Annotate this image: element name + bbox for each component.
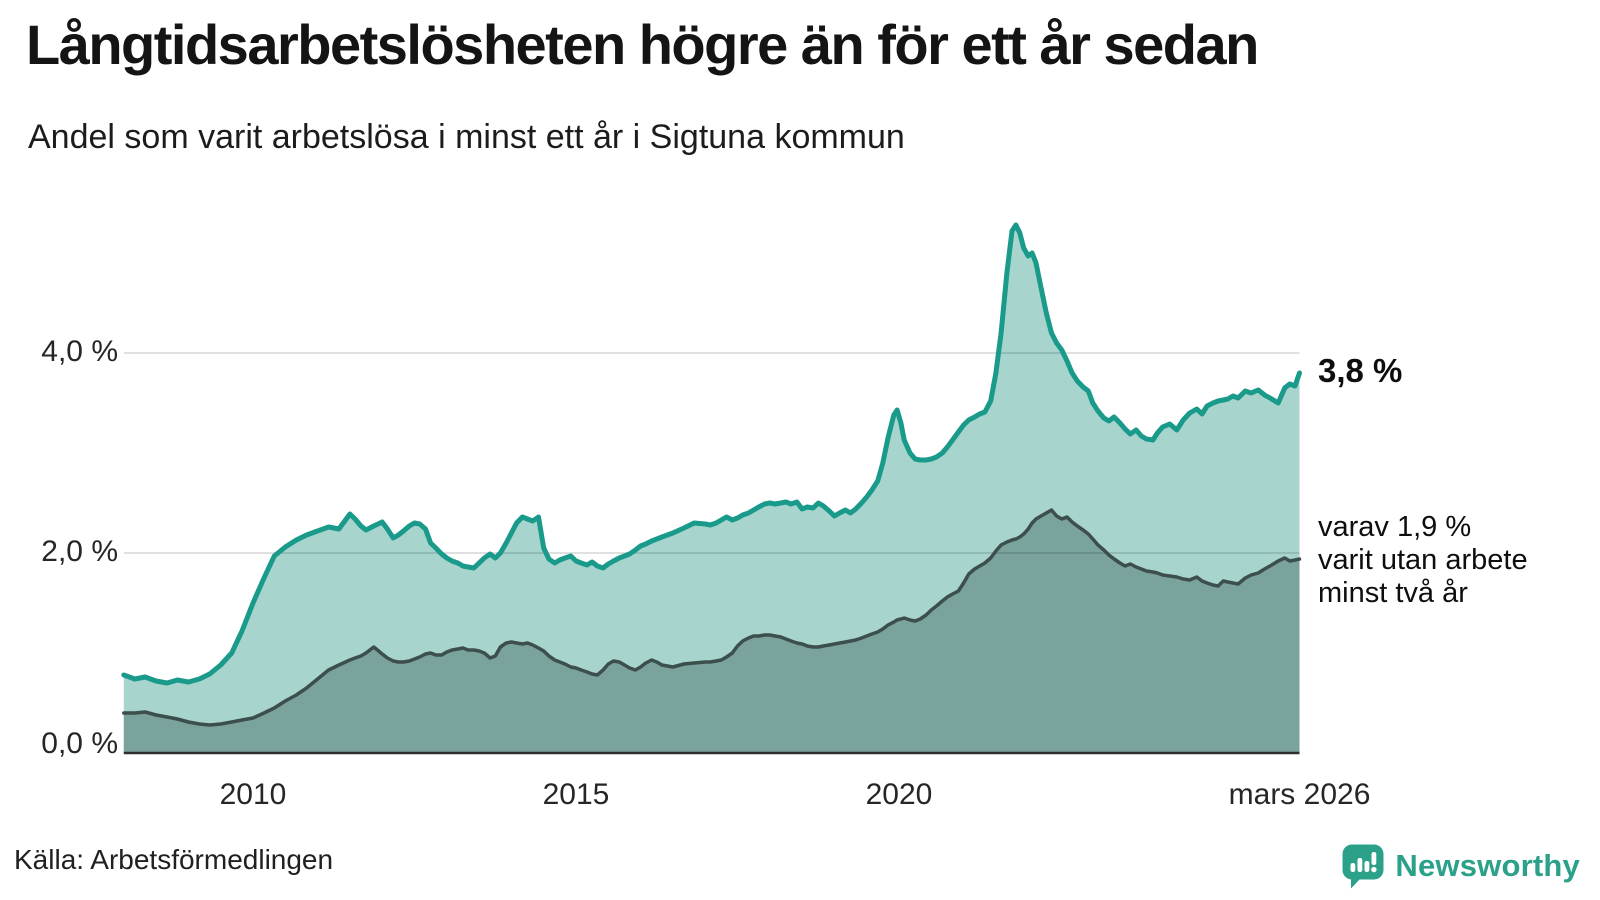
area-unemployed-two-years xyxy=(123,510,1300,753)
chart-subtitle: Andel som varit arbetslösa i minst ett å… xyxy=(28,118,905,156)
note-line-1: varav 1,9 % xyxy=(1318,511,1472,543)
latest-value-label: 3,8 % xyxy=(1318,352,1403,389)
y-axis-label-2: 2,0 % xyxy=(41,535,118,568)
newsworthy-speech-bubble-chart-icon xyxy=(1341,843,1385,890)
x-axis-label-mars-2026: mars 2026 xyxy=(1228,778,1371,811)
newsworthy-logo: Newsworthy xyxy=(1341,840,1580,892)
y-axis-label-0: 0,0 % xyxy=(41,727,118,760)
page-title: Långtidsarbetslösheten högre än för ett … xyxy=(26,13,1259,76)
line-unemployed-two-years xyxy=(122,508,1302,727)
y-axis-label-4: 4,0 % xyxy=(41,335,118,368)
x-axis-label-2020: 2020 xyxy=(865,778,933,811)
x-axis-label-2010: 2010 xyxy=(219,778,287,811)
newsworthy-wordmark: Newsworthy xyxy=(1395,848,1580,883)
secondary-series-note: varav 1,9 % varit utan arbete minst två … xyxy=(1318,511,1528,610)
note-line-3: minst två år xyxy=(1318,577,1468,609)
note-line-2: varit utan arbete xyxy=(1318,544,1528,576)
x-axis-label-2015: 2015 xyxy=(542,778,610,811)
source-attribution: Källa: Arbetsförmedlingen xyxy=(14,844,334,875)
line-unemployed-one-year xyxy=(121,222,1302,686)
